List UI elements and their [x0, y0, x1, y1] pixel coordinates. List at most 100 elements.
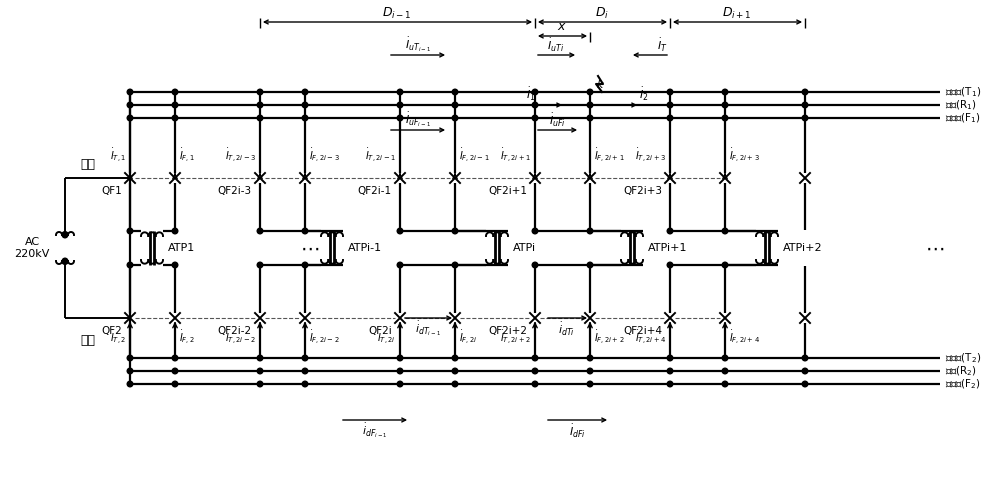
Circle shape	[62, 232, 68, 238]
Circle shape	[172, 355, 178, 361]
Circle shape	[667, 381, 673, 387]
Circle shape	[172, 115, 178, 121]
Circle shape	[802, 381, 808, 387]
Circle shape	[397, 228, 403, 234]
Text: $\dot{I}_{T,2i+3}$: $\dot{I}_{T,2i+3}$	[635, 147, 666, 165]
Text: QF2i+3: QF2i+3	[623, 186, 662, 196]
Circle shape	[587, 102, 593, 108]
Circle shape	[722, 115, 728, 121]
Text: QF2: QF2	[101, 326, 122, 336]
Circle shape	[127, 368, 133, 374]
Text: QF2i: QF2i	[368, 326, 392, 336]
Circle shape	[127, 381, 133, 387]
Circle shape	[722, 262, 728, 268]
Circle shape	[532, 381, 538, 387]
Circle shape	[302, 381, 308, 387]
Text: 接触线(T$_1$): 接触线(T$_1$)	[945, 85, 981, 99]
Text: QF2i-1: QF2i-1	[358, 186, 392, 196]
Circle shape	[667, 355, 673, 361]
Circle shape	[452, 115, 458, 121]
Text: ATPi+1: ATPi+1	[648, 243, 688, 253]
Text: QF2i+1: QF2i+1	[488, 186, 527, 196]
Text: $\dot{I}_{T,2i}$: $\dot{I}_{T,2i}$	[377, 329, 396, 347]
Text: 下行: 下行	[80, 333, 96, 347]
Circle shape	[172, 262, 178, 268]
Text: $\dot{I}_{F,2i-1}$: $\dot{I}_{F,2i-1}$	[459, 147, 490, 165]
Text: $\dot{I}_{F,2i-2}$: $\dot{I}_{F,2i-2}$	[309, 329, 340, 347]
Text: AC
220kV: AC 220kV	[14, 237, 50, 259]
Text: QF2i-2: QF2i-2	[218, 326, 252, 336]
Circle shape	[667, 262, 673, 268]
Text: 钢轨(R$_1$): 钢轨(R$_1$)	[945, 98, 977, 112]
Circle shape	[722, 89, 728, 95]
Text: $\dot{I}_{T,2i+4}$: $\dot{I}_{T,2i+4}$	[635, 329, 666, 347]
Circle shape	[302, 89, 308, 95]
Circle shape	[397, 368, 403, 374]
Text: $D_{i+1}$: $D_{i+1}$	[722, 5, 752, 20]
Text: $D_{i-1}$: $D_{i-1}$	[382, 5, 412, 20]
Circle shape	[587, 115, 593, 121]
Circle shape	[302, 228, 308, 234]
Text: $\dot{i}_{dT_{i-1}}$: $\dot{i}_{dT_{i-1}}$	[415, 320, 441, 338]
Text: $\dot{I}_{T,2}$: $\dot{I}_{T,2}$	[110, 329, 126, 347]
Circle shape	[452, 228, 458, 234]
Text: $\dot{I}_{uFi}$: $\dot{I}_{uFi}$	[549, 111, 565, 129]
Circle shape	[532, 262, 538, 268]
Text: $\dot{I}_{T,2i+2}$: $\dot{I}_{T,2i+2}$	[500, 329, 531, 347]
Circle shape	[127, 355, 133, 361]
Circle shape	[257, 368, 263, 374]
Text: $\dot{I}_2$: $\dot{I}_2$	[639, 86, 649, 103]
Circle shape	[802, 115, 808, 121]
Circle shape	[722, 355, 728, 361]
Circle shape	[587, 228, 593, 234]
Circle shape	[397, 115, 403, 121]
Circle shape	[452, 89, 458, 95]
Text: $\dot{I}_{uT_{i-1}}$: $\dot{I}_{uT_{i-1}}$	[405, 36, 431, 54]
Text: $\dot{i}_{dF_{i-1}}$: $\dot{i}_{dF_{i-1}}$	[362, 422, 388, 440]
Circle shape	[532, 228, 538, 234]
Circle shape	[722, 368, 728, 374]
Text: QF2i+2: QF2i+2	[488, 326, 527, 336]
Text: $\dot{I}_{uF_{i-1}}$: $\dot{I}_{uF_{i-1}}$	[405, 111, 431, 129]
Circle shape	[532, 355, 538, 361]
Text: $\dot{I}_{T,1}$: $\dot{I}_{T,1}$	[110, 147, 126, 165]
Circle shape	[397, 89, 403, 95]
Circle shape	[452, 262, 458, 268]
Circle shape	[257, 115, 263, 121]
Circle shape	[397, 381, 403, 387]
Circle shape	[127, 262, 133, 268]
Text: QF1: QF1	[101, 186, 122, 196]
Text: $\dot{I}_{F,2i}$: $\dot{I}_{F,2i}$	[459, 329, 478, 347]
Circle shape	[452, 355, 458, 361]
Circle shape	[302, 102, 308, 108]
Circle shape	[397, 102, 403, 108]
Circle shape	[397, 355, 403, 361]
Circle shape	[127, 228, 133, 234]
Text: $\dot{I}_{F,2}$: $\dot{I}_{F,2}$	[179, 329, 195, 347]
Circle shape	[302, 262, 308, 268]
Circle shape	[172, 368, 178, 374]
Circle shape	[587, 262, 593, 268]
Circle shape	[257, 102, 263, 108]
Circle shape	[62, 258, 68, 264]
Text: $\dot{I}_{T,2i+1}$: $\dot{I}_{T,2i+1}$	[500, 147, 531, 165]
Circle shape	[532, 115, 538, 121]
Circle shape	[302, 115, 308, 121]
Circle shape	[257, 355, 263, 361]
Circle shape	[532, 89, 538, 95]
Circle shape	[452, 368, 458, 374]
Text: ATPi+2: ATPi+2	[783, 243, 823, 253]
Circle shape	[172, 381, 178, 387]
Circle shape	[302, 368, 308, 374]
Circle shape	[172, 102, 178, 108]
Text: $\dot{I}_{F,1}$: $\dot{I}_{F,1}$	[179, 147, 195, 165]
Circle shape	[587, 381, 593, 387]
Circle shape	[667, 228, 673, 234]
Circle shape	[667, 368, 673, 374]
Circle shape	[302, 355, 308, 361]
Circle shape	[722, 228, 728, 234]
Text: QF2i+4: QF2i+4	[623, 326, 662, 336]
Circle shape	[257, 262, 263, 268]
Circle shape	[172, 89, 178, 95]
Text: ATPi-1: ATPi-1	[348, 243, 382, 253]
